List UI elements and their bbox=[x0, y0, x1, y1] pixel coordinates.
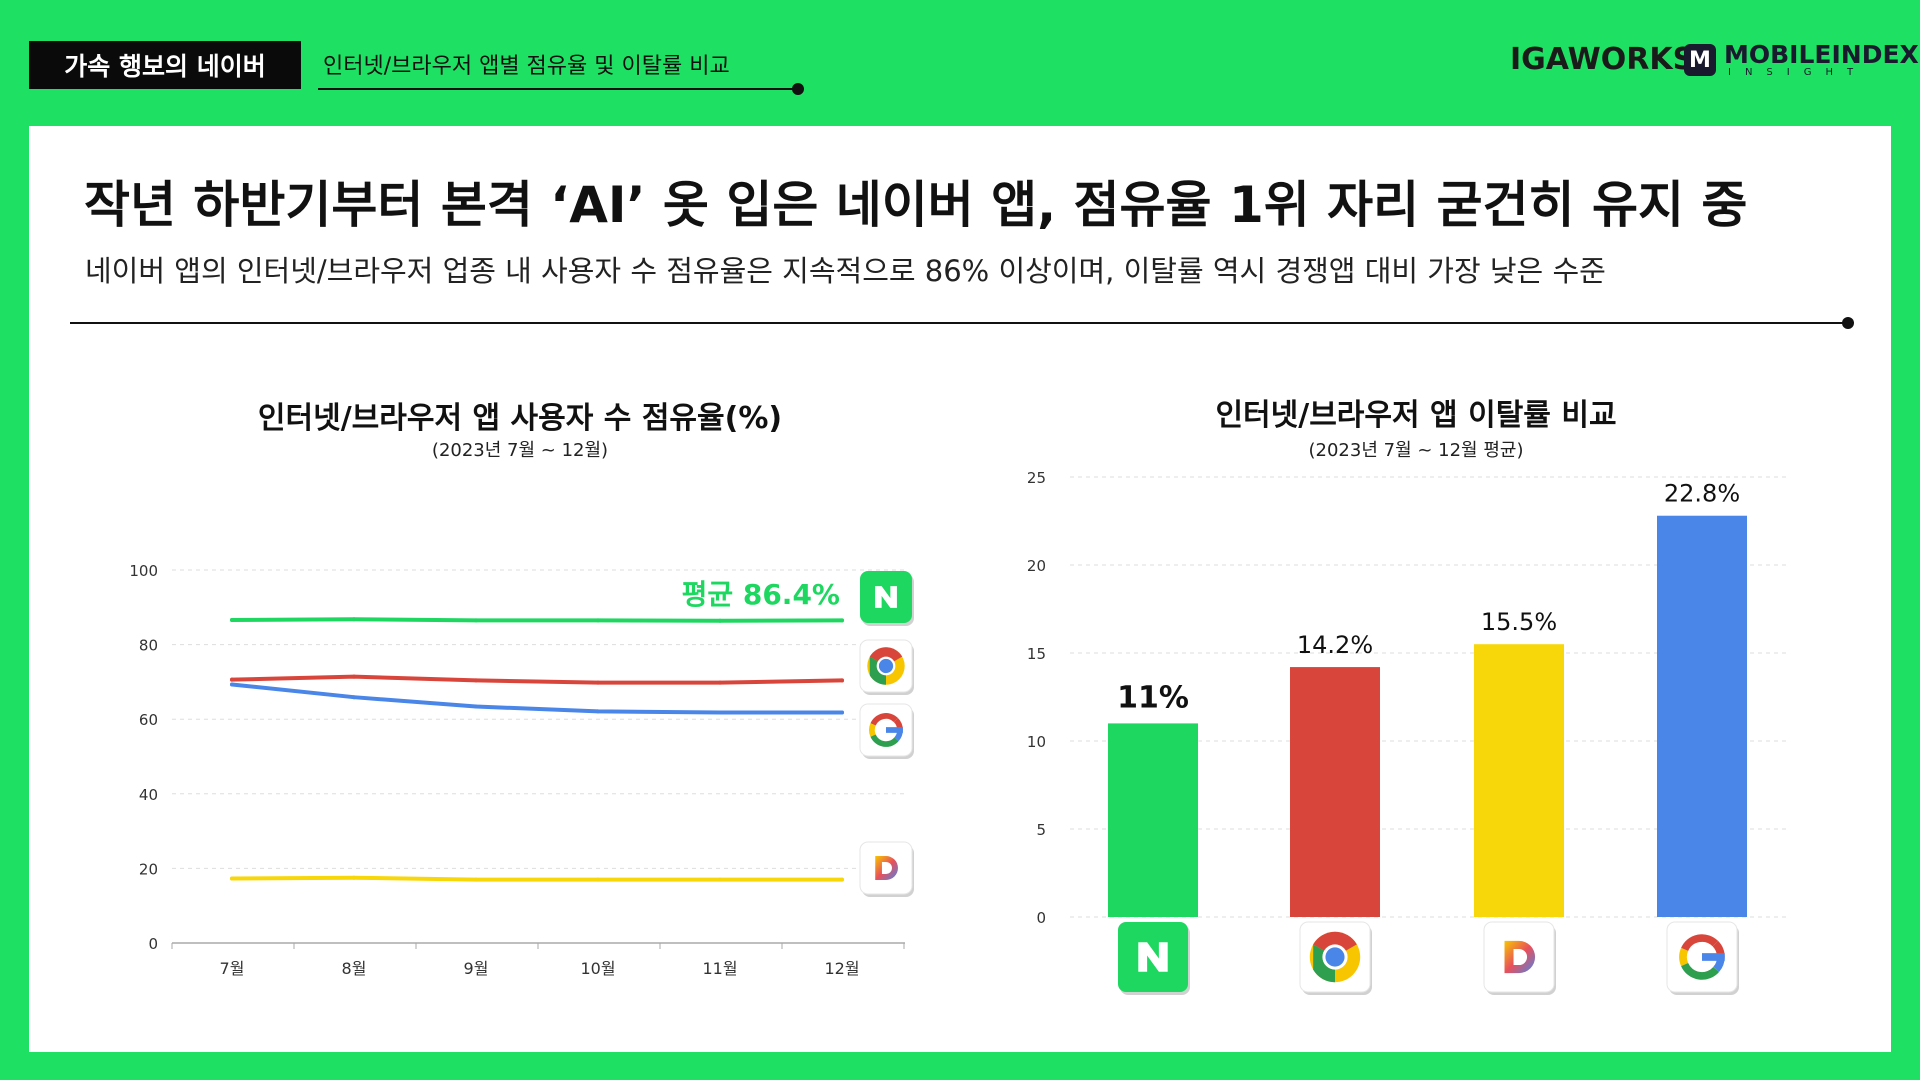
daum-icon bbox=[1483, 921, 1556, 995]
naver-icon-n bbox=[875, 586, 897, 608]
chrome-point bbox=[352, 674, 356, 679]
divider-rule-dot bbox=[1842, 317, 1854, 329]
google-icon-bar bbox=[1702, 953, 1725, 961]
chrome-point bbox=[840, 678, 844, 683]
chrome-line bbox=[230, 674, 844, 685]
google-point bbox=[596, 709, 600, 714]
y-tick-label: 20 bbox=[139, 860, 158, 878]
daum-line bbox=[230, 875, 844, 882]
sub-headline: 네이버 앱의 인터넷/브라우저 업종 내 사용자 수 점유율은 지속적으로 86… bbox=[85, 254, 1606, 288]
line-chart-title: 인터넷/브라우저 앱 사용자 수 점유율(%) bbox=[257, 401, 783, 436]
bar bbox=[1108, 723, 1198, 917]
daum-icon-d bbox=[875, 856, 898, 880]
chrome-point bbox=[474, 678, 478, 683]
y-tick-label: 0 bbox=[148, 935, 158, 953]
x-tick-label: 11월 bbox=[702, 959, 737, 978]
google-icon-yellow bbox=[1679, 947, 1689, 967]
google-icon-yellow bbox=[869, 723, 876, 737]
naver-app-point bbox=[230, 617, 234, 622]
x-tick-label: 7월 bbox=[220, 959, 245, 978]
y-tick-label: 80 bbox=[139, 637, 158, 655]
google-icon-bar bbox=[886, 727, 903, 733]
bar bbox=[1657, 515, 1747, 917]
naver-app-line bbox=[230, 617, 844, 623]
naver-app-point bbox=[352, 617, 356, 622]
daum-icon-d bbox=[1504, 940, 1536, 974]
y-tick-label: 15 bbox=[1027, 645, 1046, 663]
google-icon bbox=[1666, 921, 1739, 995]
google-point bbox=[474, 704, 478, 709]
daum-point bbox=[352, 875, 356, 880]
chrome-icon bbox=[859, 639, 914, 695]
y-tick-label: 0 bbox=[1036, 909, 1046, 927]
chrome-icon bbox=[1299, 921, 1372, 995]
naver-app-point bbox=[474, 618, 478, 623]
google-icon-green bbox=[870, 734, 899, 747]
chrome-point bbox=[230, 677, 234, 682]
x-tick-label: 8월 bbox=[342, 959, 367, 978]
google-icon-red bbox=[870, 713, 898, 726]
daum-point bbox=[596, 877, 600, 882]
bar-value-label: 15.5% bbox=[1481, 608, 1557, 636]
chrome-point bbox=[596, 680, 600, 685]
headline: 작년 하반기부터 본격 ‘AI’ 옷 입은 네이버 앱, 점유율 1위 자리 굳… bbox=[84, 176, 1748, 234]
bar-chart: 0 5 10 15 20 25 11% 14.2% 15.5% 22.8% bbox=[1027, 469, 1790, 995]
google-point bbox=[230, 682, 234, 687]
x-tick-label: 12월 bbox=[824, 959, 859, 978]
google-point bbox=[352, 695, 356, 700]
subtitle-underline-dot bbox=[792, 83, 804, 95]
daum-icon-bg bbox=[1483, 921, 1555, 993]
google-icon-red bbox=[1681, 934, 1719, 952]
line-chart: 0 20 40 60 80 100 7월 8월 9월 10월 11월 12월 평균 86.4% bbox=[129, 562, 914, 978]
x-tick-label: 9월 bbox=[464, 959, 489, 978]
naver-app-point bbox=[596, 618, 600, 623]
daum-icon-bg bbox=[859, 841, 913, 895]
bar-value-label: 14.2% bbox=[1297, 631, 1373, 659]
naver-icon bbox=[860, 571, 914, 626]
google-point bbox=[840, 710, 844, 715]
bar-chart-title: 인터넷/브라우저 앱 이탈률 비교 bbox=[1215, 398, 1617, 433]
chrome-point bbox=[718, 680, 722, 685]
daum-point bbox=[474, 877, 478, 882]
google-icon-green bbox=[1681, 962, 1720, 980]
y-tick-label: 5 bbox=[1036, 821, 1046, 839]
line-chart-subtitle: (2023년 7월 ~ 12월) bbox=[431, 440, 609, 461]
y-tick-label: 60 bbox=[139, 711, 158, 729]
bar-value-label: 11% bbox=[1117, 680, 1189, 715]
x-tick-label: 10월 bbox=[580, 959, 615, 978]
naver-app-point bbox=[718, 618, 722, 623]
igaworks-logo: IGAWORKS bbox=[1510, 42, 1695, 77]
average-annotation: 평균 86.4% bbox=[682, 578, 840, 611]
content-panel bbox=[29, 126, 1891, 1052]
google-icon bbox=[859, 703, 914, 759]
mobileindex-logo: MOBILEINDEX bbox=[1724, 40, 1919, 69]
chrome-icon-center bbox=[878, 658, 894, 674]
y-tick-label: 10 bbox=[1027, 733, 1046, 751]
y-tick-label: 25 bbox=[1027, 469, 1046, 487]
google-point bbox=[718, 710, 722, 715]
y-tick-label: 20 bbox=[1027, 557, 1046, 575]
daum-point bbox=[840, 877, 844, 882]
y-tick-label: 40 bbox=[139, 786, 158, 804]
bar bbox=[1290, 667, 1380, 917]
daum-point bbox=[230, 876, 234, 881]
bar bbox=[1474, 644, 1564, 917]
bar-chart-subtitle: (2023년 7월 ~ 12월 평균) bbox=[1308, 440, 1524, 461]
divider-rule bbox=[70, 322, 1850, 324]
chrome-icon-center bbox=[1325, 947, 1345, 967]
google-line bbox=[230, 682, 844, 715]
mobileindex-logo-sub: INSIGHT bbox=[1728, 67, 1868, 78]
section-tag: 가속 행보의 네이버 bbox=[29, 41, 301, 89]
section-subtitle: 인터넷/브라우저 앱별 점유율 및 이탈률 비교 bbox=[323, 54, 730, 79]
mobileindex-logo-mark: M bbox=[1684, 44, 1716, 76]
daum-icon bbox=[859, 841, 914, 897]
bar-value-label: 22.8% bbox=[1664, 480, 1740, 508]
y-tick-label: 100 bbox=[129, 562, 158, 580]
naver-icon bbox=[1118, 922, 1190, 995]
naver-icon-n bbox=[1138, 942, 1168, 972]
subtitle-underline bbox=[318, 88, 796, 90]
daum-point bbox=[718, 877, 722, 882]
naver-app-point bbox=[840, 618, 844, 623]
